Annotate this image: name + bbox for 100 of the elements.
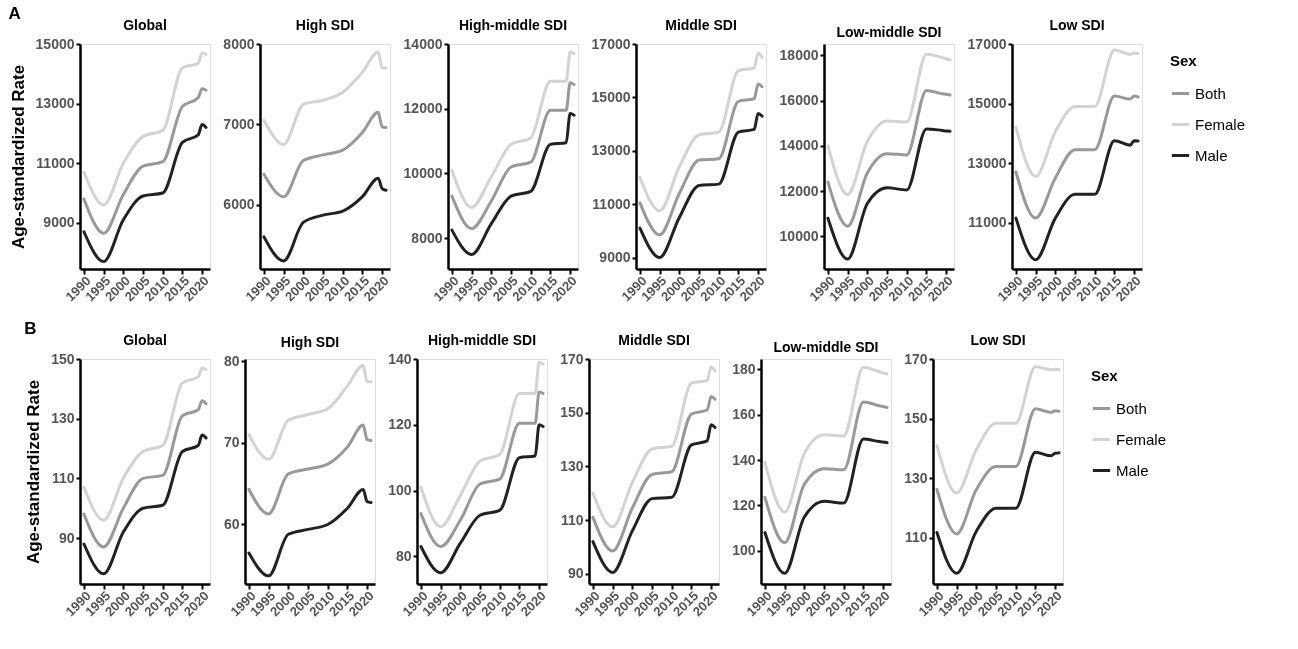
line-series xyxy=(247,364,373,461)
line-series xyxy=(826,88,952,228)
text: B xyxy=(24,318,37,338)
line-series xyxy=(763,437,889,575)
y-axis-title: Age-standardized Rate xyxy=(8,64,28,250)
line-series xyxy=(419,390,545,548)
y-tick-label: 9000 xyxy=(43,214,75,231)
chart-title: Low SDI xyxy=(1049,17,1105,33)
y-tick-label: 11000 xyxy=(968,214,1007,231)
line-series xyxy=(591,423,717,574)
y-tick-label: 130 xyxy=(560,457,584,474)
y-tick-label: 13000 xyxy=(591,142,631,159)
line-series xyxy=(763,365,889,514)
y-tick-label: 170 xyxy=(904,350,928,367)
line-series xyxy=(638,82,764,237)
line-series xyxy=(247,423,373,516)
y-tick-label: 110 xyxy=(51,469,75,486)
line-series xyxy=(638,111,764,260)
chart-title: High SDI xyxy=(280,334,340,351)
y-tick-label: 100 xyxy=(388,482,412,499)
y-tick-label: 11000 xyxy=(36,154,75,171)
line-series xyxy=(450,81,576,231)
y-tick-label: 110 xyxy=(904,529,928,546)
line-series xyxy=(82,399,208,549)
y-tick-label: 80 xyxy=(223,352,240,369)
line-series xyxy=(1014,48,1140,178)
line-series xyxy=(82,87,208,235)
y-tick-label: 17000 xyxy=(591,35,631,52)
line-series xyxy=(826,52,952,197)
chart-title: Global xyxy=(123,17,167,33)
y-tick-label: 150 xyxy=(51,350,75,367)
y-tick-label: 150 xyxy=(904,410,928,427)
y-tick-label: 14000 xyxy=(403,35,443,52)
y-tick-label: 120 xyxy=(388,416,412,433)
line-series xyxy=(1014,139,1140,262)
chart-title: High-middle SDI xyxy=(458,17,568,33)
y-tick-label: 7000 xyxy=(223,115,255,132)
y-tick-label: 8000 xyxy=(223,35,255,52)
line-series xyxy=(763,400,889,545)
y-tick-label: 90 xyxy=(567,565,584,582)
line-series xyxy=(262,176,388,263)
y-tick-label: 100 xyxy=(732,542,756,559)
line-series xyxy=(935,407,1061,536)
y-tick-label: 160 xyxy=(732,406,756,423)
y-tick-label: 60 xyxy=(223,515,240,532)
y-axis-title: Age-standardized Rate xyxy=(24,379,44,565)
line-series xyxy=(591,365,717,529)
y-tick-label: 13000 xyxy=(35,95,75,112)
y-tick-label: 130 xyxy=(904,469,928,486)
chart-title: Low SDI xyxy=(970,332,1026,348)
line-series xyxy=(82,122,208,264)
legend-label: Both xyxy=(1195,84,1226,102)
y-tick-label: 80 xyxy=(395,547,412,564)
y-tick-label: 170 xyxy=(560,350,584,367)
y-tick-label: 110 xyxy=(560,511,584,528)
y-tick-label: 15000 xyxy=(35,35,75,52)
y-tick-label: 11000 xyxy=(592,195,631,212)
y-tick-label: 9000 xyxy=(599,249,631,266)
line-series xyxy=(247,487,373,578)
line-series xyxy=(826,127,952,261)
y-tick-label: 130 xyxy=(51,410,75,427)
y-tick-label: 18000 xyxy=(779,46,819,63)
line-series xyxy=(450,112,576,256)
legend-title: Sex xyxy=(1170,52,1198,69)
chart-title: Middle SDI xyxy=(665,17,737,33)
y-tick-label: 17000 xyxy=(967,35,1007,52)
line-series xyxy=(935,365,1061,495)
y-tick-label: 6000 xyxy=(223,196,255,213)
line-series xyxy=(591,395,717,553)
y-tick-label: 10000 xyxy=(403,165,443,181)
y-tick-label: 140 xyxy=(388,350,412,367)
line-series xyxy=(1014,94,1140,220)
y-tick-label: 120 xyxy=(732,496,756,513)
y-tick-label: 90 xyxy=(58,529,75,546)
line-series xyxy=(450,50,576,209)
line-series xyxy=(935,450,1061,575)
legend-label: Male xyxy=(1116,461,1149,479)
y-tick-label: 15000 xyxy=(967,95,1007,112)
y-tick-label: 8000 xyxy=(411,229,443,246)
y-tick-label: 180 xyxy=(732,360,756,377)
text: A xyxy=(8,3,21,23)
chart-title: Middle SDI xyxy=(618,332,690,348)
chart-title: High SDI xyxy=(295,17,355,33)
y-tick-label: 150 xyxy=(560,404,584,421)
chart-title: Low-middle SDI xyxy=(836,24,942,40)
line-series xyxy=(82,51,208,207)
legend-label: Male xyxy=(1195,146,1228,164)
legend-label: Female xyxy=(1116,430,1167,448)
line-series xyxy=(262,110,388,199)
y-tick-label: 15000 xyxy=(591,88,631,105)
y-tick-label: 140 xyxy=(732,451,756,468)
y-tick-label: 14000 xyxy=(779,137,819,154)
y-tick-label: 13000 xyxy=(967,154,1007,171)
chart-title: Global xyxy=(123,332,167,348)
y-tick-label: 12000 xyxy=(403,100,443,117)
line-series xyxy=(262,50,388,146)
legend-title: Sex xyxy=(1091,367,1119,384)
line-series xyxy=(82,433,208,576)
line-series xyxy=(419,423,545,575)
y-tick-label: 10000 xyxy=(779,227,819,244)
